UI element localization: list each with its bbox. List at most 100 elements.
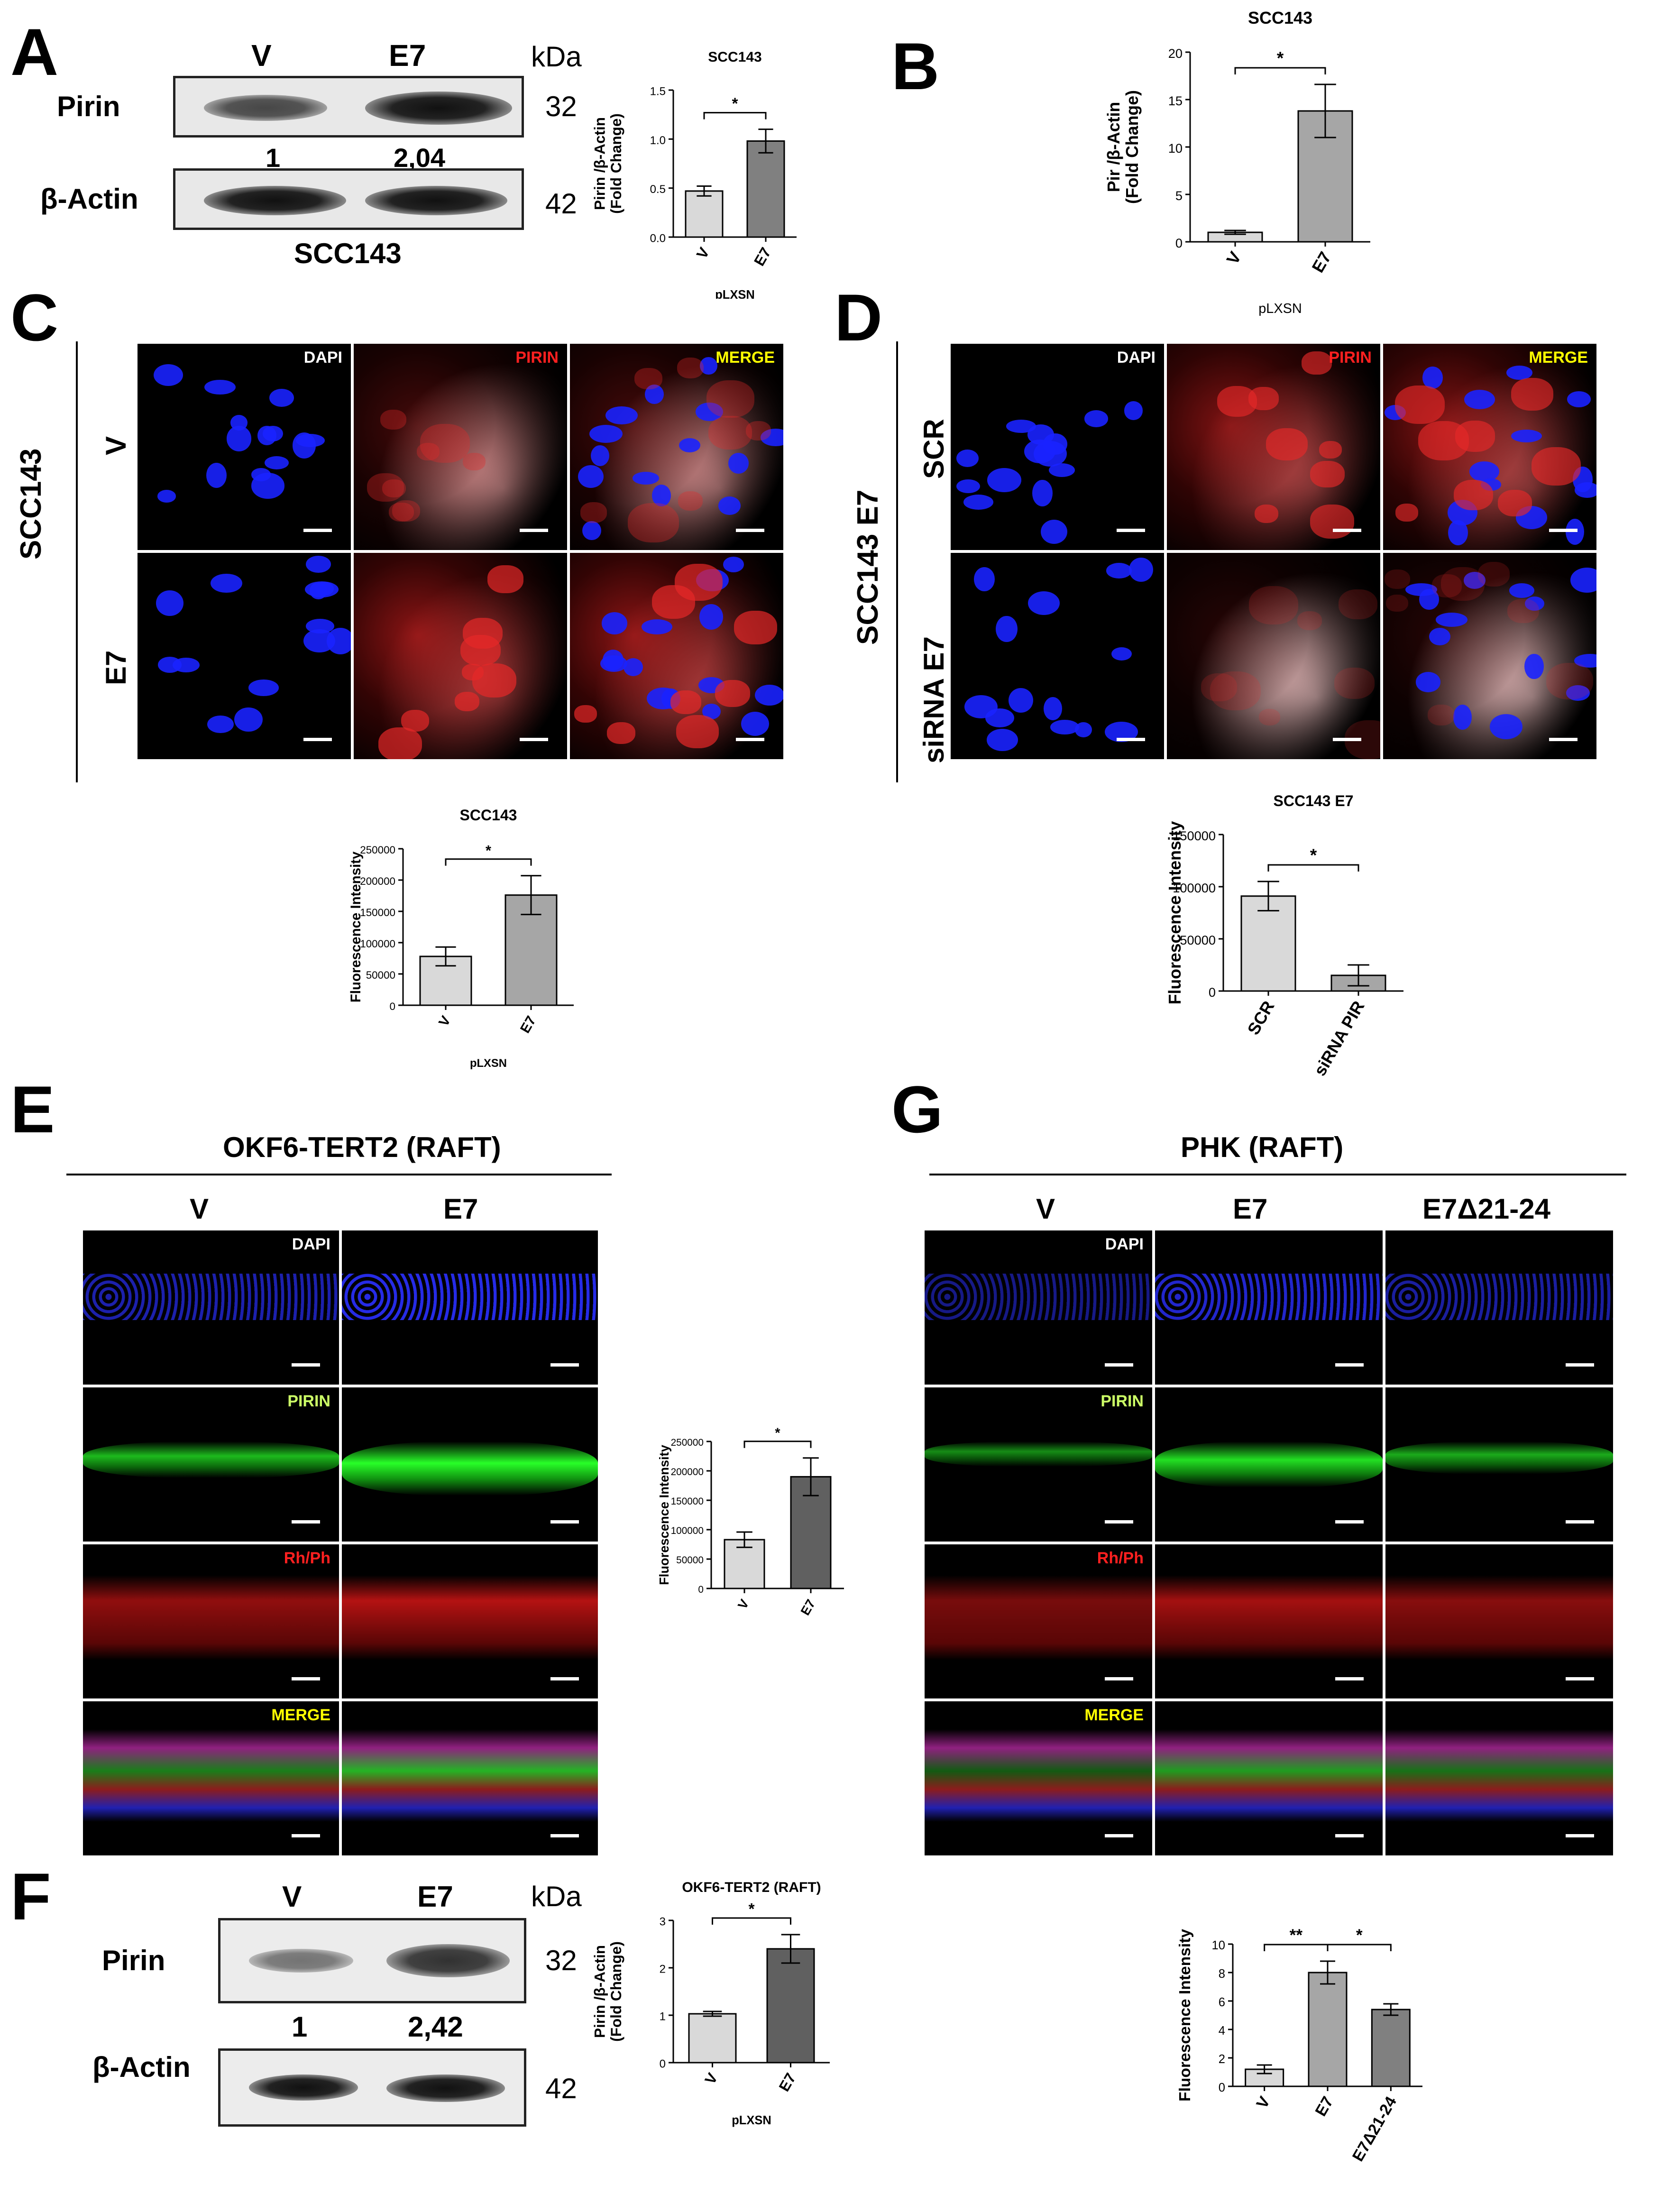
side-label-c: SCC143 [15,448,47,560]
y-tick-label: 50000 [366,969,395,981]
y-axis-label: Pir /β-Actin [1104,102,1123,192]
x-axis-label: pLXSN [1258,301,1302,316]
x-tick-label: siRNA PIR [1310,998,1368,1079]
scale-bar [1566,1363,1594,1367]
micrograph-grid-e-e7-dapi [342,1230,598,1385]
y-axis-label: Fluorescence Intensity [1165,821,1184,1004]
x-tick-label: V [1223,248,1245,268]
micrograph-grid-d-sirna-pirin [1167,553,1380,759]
x-tick-label: V [693,245,713,262]
y-tick-label: 0 [1209,985,1216,1000]
y-tick-label: 0 [1175,236,1183,250]
bar-SCR [1240,895,1296,992]
x-tick-label: E7 [517,1013,540,1036]
y-tick-label: 100000 [360,938,395,950]
kda-label: kDa [531,41,582,73]
lane-label-v: V [251,38,272,73]
bar-V [685,190,724,238]
micrograph-grid-e-v-pirin: PIRIN [83,1387,339,1542]
scale-bar [550,1677,579,1680]
panel-label-f: F [10,1859,51,1934]
row-label-c-e7: E7 [100,650,132,685]
scale-bar [1335,1520,1364,1524]
x-tick-label: V [1253,2093,1274,2111]
row-label-pirin: Pirin [57,91,120,122]
panel-label-a: A [10,15,59,89]
y-tick-label: 150000 [671,1496,704,1507]
cell-line-label: SCC143 [294,238,402,269]
x-tick-label: V [436,1013,454,1029]
y-tick-label: 0 [698,1584,704,1595]
y-axis-label: Fluorescence Intensity [657,1444,671,1585]
side-label-d: SCC143 E7 [852,489,884,645]
y-tick-label: 10 [1168,141,1183,156]
significance-marker: * [1310,845,1317,865]
micrograph-grid-g-v-pirin: PIRIN [925,1387,1152,1542]
significance-bracket [703,112,767,119]
scale-bar [550,1363,579,1367]
micrograph-grid-d-scr-pirin: PIRIN [1167,344,1380,550]
kda-actin: 42 [545,188,577,220]
chart-title: OKF6-TERT2 (RAFT) [682,1880,821,1895]
y-axis-label: Pirin /β-Actin [591,1945,608,2038]
micrograph-grid-d-scr-merge: MERGE [1383,344,1596,550]
y-tick-label: 10 [1212,1939,1225,1952]
x-tick-label: E7 [751,245,774,269]
kda-pirin: 32 [545,91,577,122]
significance-bracket [1327,1944,1392,1951]
y-tick-label: 4 [1219,2024,1225,2038]
y-axis-label: (Fold Change) [1123,90,1142,204]
significance-marker: * [775,1426,780,1441]
micrograph-grid-g-e7-rh-ph [1155,1544,1383,1698]
chart-title: SCC143 [708,49,761,65]
y-tick-label: 100000 [1173,881,1216,895]
chart-title: SCC143 [1248,9,1312,28]
micrograph-grid-g-e7d-pirin [1385,1387,1613,1542]
chart-title: SCC143 E7 [1274,792,1354,809]
y-tick-label: 15 [1168,93,1183,108]
row-label-d-sirna: siRNA E7 [918,636,950,763]
scale-bar [303,529,332,532]
y-tick-label: 200000 [671,1467,704,1478]
y-tick-label: 0 [1219,2081,1225,2094]
scale-bar [520,529,548,532]
scale-bar [1335,1834,1364,1837]
y-tick-label: 1 [660,2010,666,2023]
y-tick-label: 150000 [1173,828,1216,843]
row-label-actin: β-Actin [40,183,138,215]
y-tick-label: 50000 [1180,933,1216,947]
y-tick-label: 2 [660,1963,666,1976]
scale-bar [1117,529,1145,532]
y-tick-label: 0.0 [650,232,666,245]
scale-bar [736,738,764,741]
col-label-e-v: V [190,1193,209,1225]
significance-marker: * [749,1900,755,1918]
micrograph-grid-d-sirna-dapi [951,553,1164,759]
bar-E7Δ21-24 [1371,2009,1411,2087]
micrograph-grid-e-v-merge: MERGE [83,1701,339,1855]
y-tick-label: 100000 [671,1525,704,1536]
lane-label-f-v: V [282,1881,302,1913]
scale-bar [292,1834,320,1837]
y-tick-label: 1.5 [650,85,666,98]
y-axis-label: Fluorescence Intensity [348,851,364,1002]
micrograph-grid-c-e7-dapi [138,553,351,759]
x-tick-label: SCR [1244,998,1278,1038]
significance-bracket [1234,67,1326,74]
scale-bar [1335,1677,1364,1680]
kda-label-f: kDa [531,1881,582,1912]
x-tick-label: E7 [775,2070,799,2094]
col-label-g-e7: E7 [1233,1193,1268,1225]
micrograph-grid-c-e7-pirin [354,553,567,759]
chart-b: SCC143 0 5 10 15 20 Pir /β-Actin (Fold Change) V… [1104,9,1370,316]
scale-bar [1335,1363,1364,1367]
bar-V [688,2013,737,2064]
channel-label: DAPI [1105,1235,1144,1253]
y-tick-label: 200000 [360,875,395,887]
micrograph-grid-c-v-pirin: PIRIN [354,344,567,550]
y-tick-label: 6 [1219,1996,1225,2009]
y-tick-label: 0 [390,1000,395,1012]
scale-bar [1566,1520,1594,1524]
channel-label: PIRIN [1101,1392,1144,1410]
quant-f-e7: 2,42 [408,2011,463,2043]
